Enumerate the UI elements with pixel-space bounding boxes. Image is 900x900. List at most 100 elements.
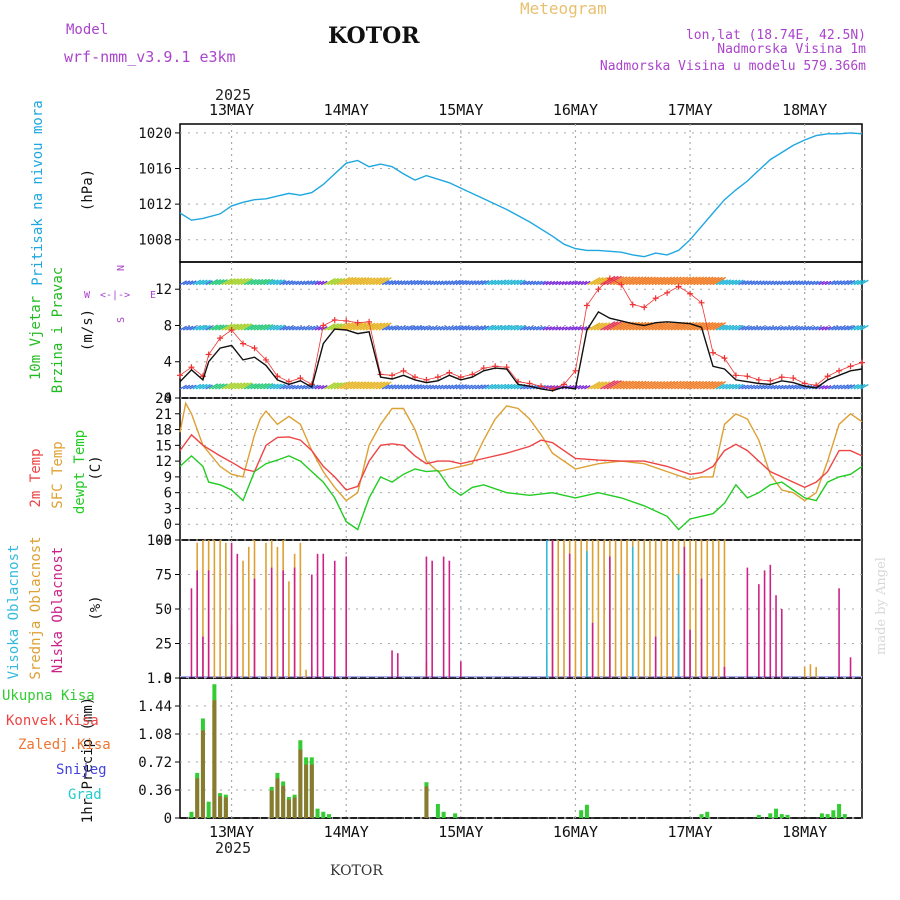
precip-bar: [837, 804, 842, 818]
wind-barb: [436, 280, 444, 286]
wind-barb: [693, 380, 708, 390]
wind-barb: [420, 325, 428, 331]
wind-barb: [587, 276, 601, 286]
wind-barb: [340, 276, 354, 286]
wind-barb: [391, 325, 400, 331]
wind-barb: [702, 276, 717, 286]
wind-barb: [564, 325, 572, 331]
wind-barb: [433, 384, 441, 390]
wind-barb: [330, 382, 343, 390]
compass-s: S: [116, 317, 127, 323]
wind-barb: [218, 383, 228, 390]
cloud-unit: (%): [88, 595, 104, 620]
wind-barb: [763, 325, 771, 331]
y-tick-label: 1.8: [147, 671, 172, 687]
wind-barb: [677, 276, 692, 286]
wind-barb: [263, 278, 274, 286]
precip-bar: [435, 804, 440, 818]
wind-barb: [285, 384, 294, 390]
wind-barb: [349, 381, 364, 390]
wind-barb: [815, 325, 822, 331]
cloud-title-high: Visoka Oblacnost: [6, 545, 22, 680]
wind-barb: [365, 277, 379, 286]
panel-frame: [179, 539, 863, 679]
wind-barb: [465, 325, 473, 331]
wind-barb: [282, 325, 290, 331]
precip-conv-bar: [218, 796, 223, 818]
wind-barb: [699, 380, 714, 390]
wind-barb: [844, 279, 853, 286]
wind-barb: [593, 276, 607, 286]
wind-barb: [593, 322, 607, 331]
wind-barb: [218, 324, 228, 331]
wind-barb: [776, 325, 784, 331]
wind-barb: [462, 384, 470, 390]
wind-barb: [840, 279, 849, 286]
wind-barb: [683, 321, 698, 331]
wind-barb: [827, 325, 836, 331]
wind-barb: [741, 325, 749, 331]
wind-barb: [205, 280, 213, 286]
x-tick-label-top: 17MAY: [667, 101, 712, 119]
wind-barb: [295, 325, 303, 331]
wind-barb: [526, 325, 534, 331]
wind-barb: [510, 383, 520, 390]
wind-barb: [654, 322, 669, 331]
x-tick-label-bottom: 13MAY: [209, 823, 254, 841]
slp-line: [179, 132, 863, 258]
wind-barb: [584, 280, 591, 286]
wind-barb: [407, 325, 416, 331]
wind-barb: [696, 276, 711, 286]
precip-conv-bar: [309, 764, 314, 818]
model-name: wrf-nmm_v3.9.1 e3km: [64, 48, 236, 66]
wind-barb: [243, 278, 254, 286]
wind-barb: [189, 384, 197, 390]
wind-barb: [622, 380, 637, 390]
wind-barb: [320, 384, 328, 390]
wind-barb: [327, 382, 340, 390]
wind-barb: [529, 280, 537, 286]
wind-barb: [625, 380, 641, 390]
wind-barb: [401, 280, 409, 286]
wind-barb: [413, 384, 423, 390]
wind-barb: [792, 325, 801, 331]
wind-barb: [324, 323, 336, 331]
wind-barb: [523, 280, 531, 286]
wind-barb: [789, 325, 797, 331]
wind-barb: [423, 325, 432, 331]
y-tick-label: 1016: [138, 162, 172, 178]
wind-barb: [182, 384, 191, 390]
wind-barb: [352, 276, 367, 286]
wind-barb: [304, 280, 313, 286]
y-tick-label: 100: [147, 533, 172, 549]
wind-barb: [840, 325, 849, 331]
wind-barb: [715, 383, 725, 390]
wind-barb: [760, 384, 768, 390]
wind-barb: [372, 277, 386, 286]
temp-title-dewpt: dewpt Temp: [72, 430, 88, 514]
wind-barb: [638, 380, 653, 390]
wind-barb: [256, 278, 267, 286]
precip-conv-bar: [195, 778, 200, 818]
compass-n: N: [116, 265, 127, 271]
wind-barb: [709, 381, 723, 390]
wind-barb: [657, 380, 672, 390]
wind-barb: [224, 278, 236, 286]
wind-barb: [208, 279, 219, 286]
wind-barb: [664, 276, 679, 286]
wind-barb: [696, 321, 711, 331]
wind-barb: [503, 383, 513, 390]
wind-barb: [429, 325, 438, 331]
wind-barb: [449, 384, 458, 390]
wind-barb: [349, 322, 364, 331]
panel-frame: [179, 397, 863, 541]
wind-barb: [202, 324, 211, 331]
wind-barb: [795, 325, 804, 331]
wind-barb: [770, 325, 778, 331]
wind-barb: [394, 280, 403, 286]
wind-barb: [455, 384, 464, 390]
meteogram-title: Meteogram: [520, 0, 607, 18]
wind-barb: [381, 384, 390, 390]
wind-barb: [673, 380, 689, 390]
wind-barb: [635, 380, 650, 390]
